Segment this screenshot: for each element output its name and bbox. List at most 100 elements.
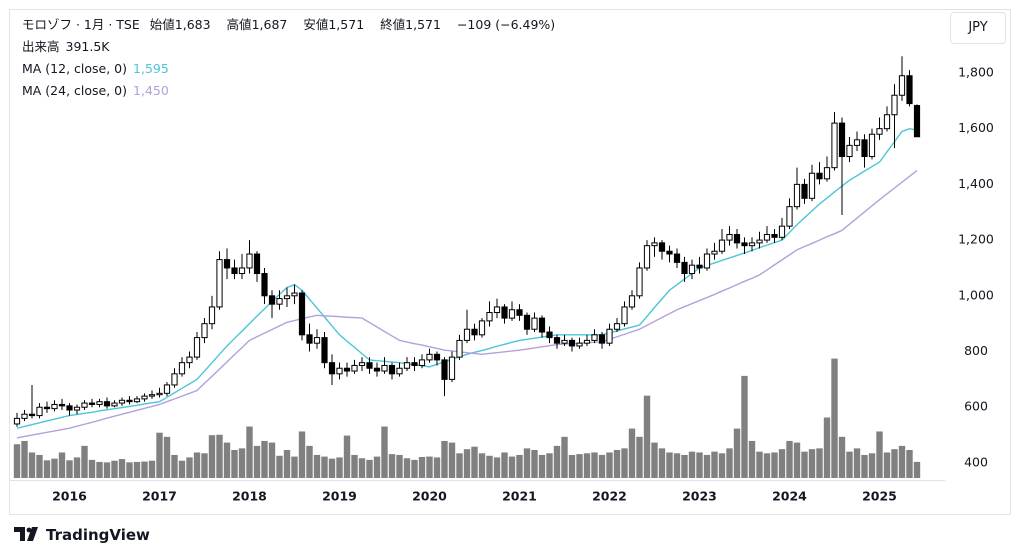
volume-bar (328, 458, 336, 478)
volume-bar (81, 445, 88, 478)
x-tick-label: 2021 (502, 489, 537, 504)
candle-body (763, 234, 771, 241)
volume-bar (411, 459, 418, 478)
volume-bar (471, 446, 478, 478)
volume-bar (486, 455, 493, 478)
x-tick-label: 2019 (322, 489, 357, 504)
value: 1,687 (251, 17, 288, 32)
volume-bar (883, 452, 891, 478)
candle-body (531, 317, 538, 330)
candle-body (283, 295, 291, 300)
volume-bar (501, 452, 508, 478)
volume-bar (591, 452, 598, 478)
chart-frame (9, 9, 1011, 515)
volume-bar (388, 454, 396, 478)
candle-body (58, 403, 66, 407)
candle-body (216, 259, 223, 308)
y-tick-label: 1,600 (958, 120, 994, 135)
candle-body (186, 356, 193, 364)
volume-bar (636, 436, 643, 478)
candle-body (778, 225, 786, 238)
volume-bar (786, 440, 793, 478)
candle-body (388, 364, 396, 375)
candle-body (253, 253, 261, 275)
candle-body (111, 402, 118, 407)
volume-bar (201, 453, 208, 478)
candle-body (538, 317, 546, 333)
volume-bar (703, 454, 711, 478)
candle-body (201, 323, 208, 339)
candle-body (898, 75, 906, 96)
volume-bar (133, 461, 141, 478)
legend-value: 1,595 (133, 61, 169, 76)
volume-bar (711, 451, 718, 478)
candle-body (861, 139, 868, 158)
volume-bar (193, 452, 201, 478)
x-tick-label: 2017 (142, 489, 177, 504)
volume-bar (403, 458, 411, 478)
candle-body (193, 337, 201, 358)
candle-body (13, 417, 21, 425)
volume-bar (756, 451, 763, 478)
candle-body (118, 399, 126, 404)
candle-body (36, 406, 43, 417)
volume-bar (433, 457, 441, 478)
candle-body (178, 362, 186, 375)
volume-bar (171, 454, 178, 478)
candle-body (913, 105, 921, 138)
volume-bar (156, 432, 163, 478)
label: 始値 (149, 17, 175, 32)
candle-body (163, 384, 171, 394)
logo-text: TradingView (46, 526, 150, 544)
candle-body (208, 306, 216, 325)
volume-bar (666, 452, 673, 478)
volume-bar (321, 456, 328, 478)
volume-bar (73, 457, 81, 478)
currency-button[interactable]: JPY (950, 12, 1006, 44)
volume-bar (658, 448, 666, 478)
volume-bar (463, 449, 471, 478)
volume-bar (111, 460, 118, 478)
y-tick-label: 1,800 (958, 64, 994, 79)
volume-bar (396, 454, 403, 478)
volume-bar (268, 442, 276, 478)
candle-body (418, 359, 426, 366)
candle-body (696, 264, 703, 269)
legend: モロゾフ · 1月 · TSE 始値1,683 高値1,687 安値1,571 … (22, 14, 561, 102)
candle-body (793, 183, 801, 208)
volume-bar (13, 444, 21, 478)
candle-body (456, 339, 463, 358)
volume-bar (36, 454, 43, 478)
volume-bar (868, 453, 876, 478)
y-tick-label: 1,000 (958, 287, 994, 302)
volume-bar (643, 395, 651, 478)
volume-bar (778, 449, 786, 478)
volume-bar (478, 453, 486, 478)
volume-bar (306, 445, 313, 478)
candle-body (568, 339, 576, 347)
candle-body (343, 367, 351, 372)
candle-body (771, 234, 778, 238)
volume-bar (126, 462, 133, 478)
legend-entry: MA (12, close, 0) (22, 61, 128, 76)
candle-body (51, 403, 58, 410)
candle-body (553, 337, 561, 344)
volume-bar (771, 452, 778, 478)
candle-body (598, 334, 606, 344)
candle-body (823, 167, 831, 180)
volume-bar (696, 452, 703, 478)
candle-body (493, 306, 501, 314)
ma-line (16, 127, 918, 429)
volume-bar (621, 448, 628, 478)
volume-bar (58, 452, 66, 478)
volume-bar (628, 428, 636, 478)
volume-bar (598, 454, 606, 478)
candle-body (883, 114, 891, 130)
volume-bar (681, 454, 688, 478)
volume-bar (816, 448, 823, 478)
candle-body (43, 406, 51, 410)
candle-body (508, 309, 516, 319)
candle-body (126, 399, 133, 403)
ohlc-line: モロゾフ · 1月 · TSE 始値1,683 高値1,687 安値1,571 … (22, 14, 561, 36)
